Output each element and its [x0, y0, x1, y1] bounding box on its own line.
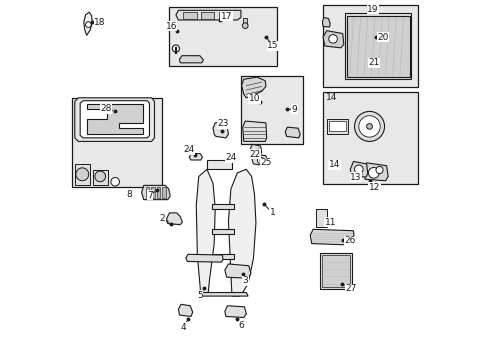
- Text: 26: 26: [344, 236, 355, 245]
- Polygon shape: [87, 104, 142, 134]
- Bar: [323, 5, 417, 87]
- Text: 27: 27: [345, 284, 356, 293]
- Polygon shape: [185, 254, 223, 262]
- Circle shape: [366, 123, 372, 129]
- Circle shape: [242, 23, 247, 28]
- Polygon shape: [196, 169, 215, 296]
- Polygon shape: [228, 169, 255, 296]
- Text: 20: 20: [377, 33, 388, 42]
- Text: 5: 5: [197, 291, 203, 300]
- Polygon shape: [83, 12, 92, 35]
- Polygon shape: [241, 77, 265, 98]
- Polygon shape: [166, 213, 182, 225]
- Bar: [319, 253, 352, 289]
- Polygon shape: [309, 229, 354, 245]
- Polygon shape: [242, 121, 266, 141]
- Polygon shape: [206, 160, 231, 169]
- Bar: [169, 7, 276, 66]
- Polygon shape: [198, 293, 247, 296]
- Polygon shape: [212, 254, 233, 258]
- Text: 9: 9: [291, 105, 297, 114]
- Polygon shape: [212, 229, 233, 234]
- Circle shape: [375, 166, 382, 174]
- Bar: [72, 98, 162, 187]
- Text: 28: 28: [101, 104, 112, 113]
- Text: 22: 22: [249, 150, 260, 159]
- Bar: [145, 187, 149, 198]
- Polygon shape: [322, 18, 329, 27]
- Circle shape: [358, 116, 380, 137]
- Bar: [321, 255, 349, 287]
- Text: 8: 8: [126, 190, 132, 199]
- Polygon shape: [178, 304, 192, 316]
- Bar: [315, 208, 326, 227]
- Circle shape: [76, 168, 88, 181]
- Polygon shape: [285, 127, 300, 138]
- Bar: [93, 170, 107, 185]
- Bar: [326, 119, 347, 134]
- Bar: [218, 12, 232, 18]
- Text: 7: 7: [147, 190, 152, 199]
- Polygon shape: [224, 306, 246, 318]
- Polygon shape: [176, 10, 241, 20]
- Polygon shape: [75, 98, 154, 141]
- Text: 14: 14: [325, 93, 337, 102]
- Text: 24: 24: [225, 153, 236, 162]
- Bar: [323, 93, 417, 184]
- Bar: [162, 187, 165, 198]
- Polygon shape: [213, 122, 228, 138]
- Text: 13: 13: [349, 173, 361, 182]
- Text: 18: 18: [94, 18, 105, 27]
- Text: 21: 21: [367, 58, 379, 67]
- Polygon shape: [251, 154, 267, 166]
- Polygon shape: [212, 204, 233, 208]
- Text: 24: 24: [183, 145, 194, 154]
- Text: 16: 16: [165, 22, 177, 31]
- Polygon shape: [142, 185, 170, 200]
- Polygon shape: [189, 154, 202, 160]
- Polygon shape: [80, 101, 149, 138]
- Bar: [156, 187, 160, 198]
- Bar: [75, 164, 90, 185]
- Bar: [328, 121, 345, 131]
- Bar: [151, 187, 155, 198]
- Text: 12: 12: [368, 183, 380, 192]
- Text: 6: 6: [238, 321, 244, 330]
- Text: 14: 14: [328, 161, 340, 170]
- Text: 25: 25: [260, 158, 271, 167]
- Polygon shape: [249, 144, 261, 156]
- Circle shape: [328, 35, 337, 43]
- Text: 15: 15: [267, 41, 278, 50]
- Circle shape: [354, 165, 363, 174]
- Text: 3: 3: [242, 276, 247, 285]
- Polygon shape: [224, 264, 250, 278]
- Text: 10: 10: [248, 94, 260, 103]
- Bar: [345, 13, 410, 79]
- Bar: [201, 12, 214, 18]
- Text: 4: 4: [181, 323, 186, 332]
- Text: 19: 19: [366, 5, 378, 14]
- Circle shape: [172, 45, 179, 52]
- Polygon shape: [179, 56, 203, 63]
- Bar: [183, 12, 196, 18]
- Polygon shape: [323, 31, 343, 48]
- Circle shape: [257, 157, 263, 163]
- Polygon shape: [363, 163, 387, 181]
- Bar: [241, 76, 303, 144]
- Text: 2: 2: [159, 214, 165, 223]
- Circle shape: [85, 22, 91, 27]
- Circle shape: [95, 171, 105, 182]
- Bar: [346, 16, 409, 77]
- Circle shape: [367, 167, 378, 178]
- Circle shape: [111, 177, 119, 186]
- Bar: [242, 18, 246, 23]
- Circle shape: [354, 111, 384, 141]
- Polygon shape: [349, 161, 367, 177]
- Text: 23: 23: [217, 119, 228, 128]
- Text: 17: 17: [221, 12, 232, 21]
- Text: 1: 1: [269, 208, 275, 217]
- Text: 11: 11: [324, 218, 335, 227]
